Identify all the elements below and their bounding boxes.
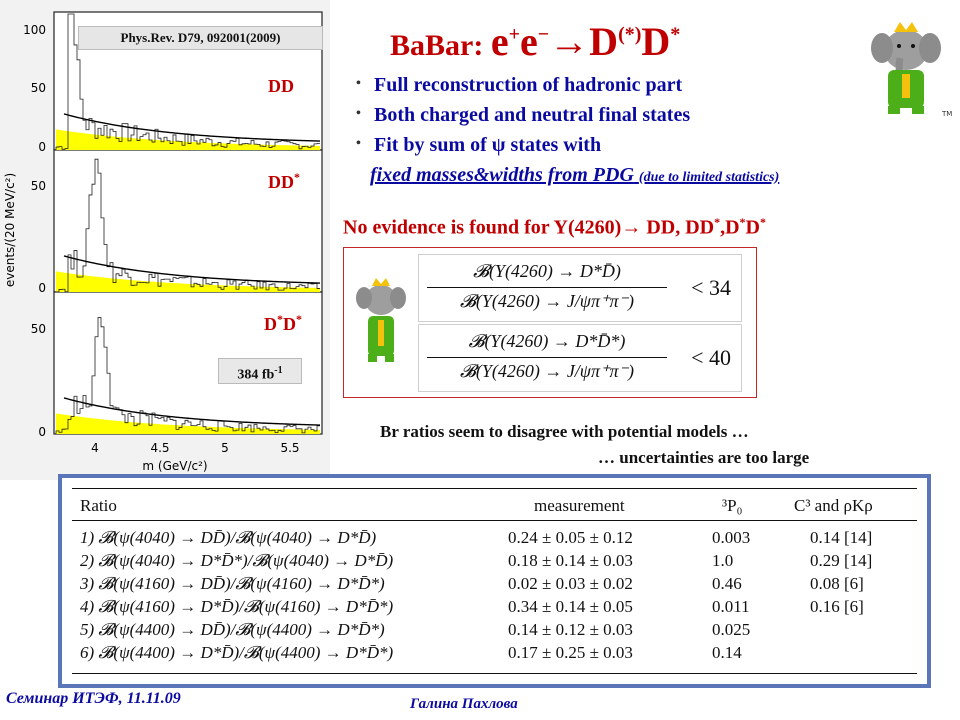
- luminosity-label: 384 fb-1: [218, 358, 302, 384]
- histogram-steps: [55, 13, 320, 150]
- limit-formula-dsd: 𝓑(Y(4260) → D*D̄) 𝓑(Y(4260) → J/ψπ⁺π⁻) <…: [418, 254, 742, 322]
- babar-elephant-small-logo: [356, 278, 406, 362]
- limit-formula-dsds: 𝓑(Y(4260) → D*D̄*) 𝓑(Y(4260) → J/ψπ⁺π⁻) …: [418, 324, 742, 392]
- table-cell-measurement: 0.24 ± 0.05 ± 0.12: [508, 528, 633, 547]
- fit-curve: [63, 255, 321, 284]
- bullet-item: • Full reconstruction of hadronic part: [356, 74, 683, 96]
- bullet-cont-note: (due to limited statistics): [638, 170, 780, 185]
- bullet-item: • Fit by sum of ψ states with: [356, 134, 602, 156]
- table-cell-measurement: 0.17 ± 0.25 ± 0.03: [508, 643, 633, 662]
- y-tick-label: 50: [31, 81, 46, 95]
- bullet-item: • Both charged and neutral final states: [356, 104, 691, 126]
- y-tick-label: 0: [38, 281, 46, 295]
- channel-label-dd: DD: [268, 76, 294, 96]
- fit-curve: [63, 397, 321, 426]
- table-cell-ratio: 1) 𝓑(ψ(4040) → DD̄)/𝓑(ψ(4040) → D*D̄): [80, 528, 377, 547]
- upper-limit-box: 𝓑(Y(4260) → D*D̄) 𝓑(Y(4260) → J/ψπ⁺π⁻) <…: [343, 247, 757, 398]
- histogram-steps: [55, 158, 320, 293]
- bullet-cont-main: fixed masses&widths from PDG: [370, 164, 634, 186]
- bullet-continuation: fixed masses&widths from PDG (due to lim…: [356, 164, 956, 190]
- table-cell-p0: 0.011: [712, 597, 750, 616]
- table-cell-c3: 0.14 [14]: [810, 528, 873, 547]
- column-header-c3: C³ and ρKρ: [794, 496, 873, 515]
- x-tick-label: 4: [91, 441, 99, 455]
- y-tick-label: 0: [38, 425, 46, 439]
- formula-numerator: 𝓑(Y(4260) → D*D̄): [473, 261, 621, 281]
- table-cell-measurement: 0.34 ± 0.14 ± 0.05: [508, 597, 633, 616]
- table-cell-c3: 0.16 [6]: [810, 597, 864, 616]
- title-lead: BaBar:: [390, 29, 491, 62]
- mass-spectra-figure: 100 50 0 50 0 50 0 4 4.5 5 5.5 m (GeV/c²…: [0, 0, 330, 480]
- x-tick-label: 5: [221, 441, 229, 455]
- channel-label-dsds: D*D*: [264, 312, 302, 334]
- histogram-steps: [55, 317, 320, 434]
- background-fill-area: [56, 129, 320, 150]
- formula-denominator: 𝓑(Y(4260) → J/ψπ⁺π⁻): [459, 361, 635, 381]
- column-header-measurement: measurement: [534, 496, 625, 515]
- no-evidence-statement: No evidence is found for Y(4260)→ DD, DD…: [343, 215, 766, 239]
- table-cell-p0: 1.0: [712, 551, 734, 570]
- table-cell-measurement: 0.18 ± 0.14 ± 0.03: [508, 551, 633, 570]
- fit-curve: [63, 113, 321, 142]
- footer-seminar: Семинар ИТЭФ, 11.11.09: [6, 690, 181, 707]
- channel-label-dds: DD*: [268, 170, 300, 192]
- x-tick-label: 5.5: [280, 441, 299, 455]
- bullet-list: • Full reconstruction of hadronic part • B…: [356, 74, 956, 190]
- table-cell-ratio: 2) 𝓑(ψ(4040) → D*D̄*)/𝓑(ψ(4040) → D*D̄): [80, 551, 394, 570]
- y-tick-label: 0: [38, 140, 46, 154]
- formula-numerator: 𝓑(Y(4260) → D*D̄*): [468, 331, 626, 351]
- column-header-p0: ³P₀: [722, 496, 743, 515]
- x-tick-label: 4.5: [150, 441, 169, 455]
- formula-denominator: 𝓑(Y(4260) → J/ψπ⁺π⁻): [459, 291, 635, 311]
- table-cell-c3: 0.29 [14]: [810, 551, 873, 570]
- table-cell-ratio: 4) 𝓑(ψ(4160) → D*D̄)/𝓑(ψ(4160) → D*D̄*): [80, 597, 394, 616]
- formula-limit: < 34: [691, 275, 731, 300]
- y-axis-label: events/(20 MeV/c²): [3, 173, 17, 287]
- y-tick-label: 50: [31, 179, 46, 193]
- note-uncertainties: … uncertainties are too large: [598, 448, 810, 467]
- table-cell-ratio: 3) 𝓑(ψ(4160) → DD̄)/𝓑(ψ(4160) → D*D̄*): [80, 574, 385, 593]
- note-disagree: Br ratios seem to disagree with potentia…: [380, 422, 749, 441]
- table-cell-p0: 0.46: [712, 574, 742, 593]
- table-cell-ratio: 5) 𝓑(ψ(4400) → DD̄)/𝓑(ψ(4400) → D*D̄*): [80, 620, 385, 639]
- ratio-table: Ratio measurement ³P₀ C³ and ρKρ 1) 𝓑(ψ(…: [58, 474, 931, 688]
- svg-text:TM: TM: [941, 110, 952, 118]
- slide-title: BaBar: e+e−→D(*)D*: [390, 18, 680, 65]
- table-cell-p0: 0.025: [712, 620, 751, 639]
- y-tick-label: 50: [31, 322, 46, 336]
- table-cell-p0: 0.003: [712, 528, 751, 547]
- reference-label: Phys.Rev. D79, 092001(2009): [78, 26, 323, 50]
- table-cell-p0: 0.14: [712, 643, 742, 662]
- title-process: e+e−→D(*)D*: [490, 19, 681, 64]
- table-cell-measurement: 0.02 ± 0.03 ± 0.02: [508, 574, 633, 593]
- babar-elephant-logo: TM: [871, 22, 952, 118]
- column-header-ratio: Ratio: [80, 496, 117, 515]
- table-cell-c3: 0.08 [6]: [810, 574, 864, 593]
- mass-spectra-plot: 100 50 0 50 0 50 0 4 4.5 5 5.5 m (GeV/c²…: [0, 0, 330, 480]
- x-axis-label: m (GeV/c²): [142, 459, 207, 473]
- formula-limit: < 40: [691, 345, 731, 370]
- table-cell-ratio: 6) 𝓑(ψ(4400) → D*D̄)/𝓑(ψ(4400) → D*D̄*): [80, 643, 394, 662]
- footer-author: Галина Пахлова: [410, 696, 518, 712]
- table-cell-measurement: 0.14 ± 0.12 ± 0.03: [508, 620, 633, 639]
- y-tick-label: 100: [23, 23, 46, 37]
